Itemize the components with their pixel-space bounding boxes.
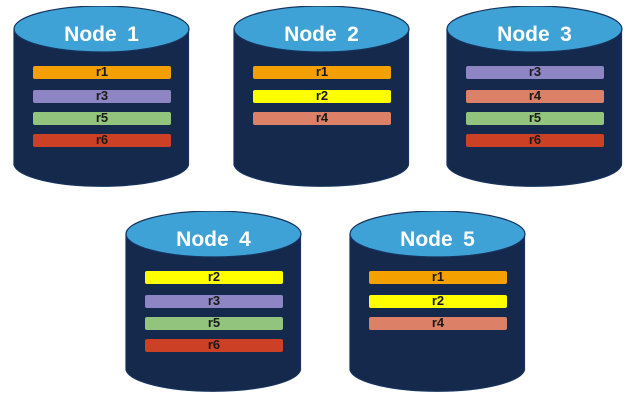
svg-text:r4: r4: [316, 110, 329, 125]
svg-text:r5: r5: [208, 315, 220, 330]
svg-text:r5: r5: [529, 110, 541, 125]
svg-text:Node 2: Node 2: [284, 23, 359, 46]
svg-text:r2: r2: [208, 269, 220, 284]
svg-text:r4: r4: [432, 315, 445, 330]
svg-text:Node 3: Node 3: [497, 23, 572, 46]
svg-text:r4: r4: [529, 88, 542, 103]
svg-text:r3: r3: [96, 88, 108, 103]
svg-text:r3: r3: [208, 293, 220, 308]
svg-text:Node 5: Node 5: [400, 228, 475, 251]
svg-text:r2: r2: [316, 88, 328, 103]
svg-text:r1: r1: [96, 64, 108, 79]
svg-text:r6: r6: [208, 337, 220, 352]
svg-text:r6: r6: [529, 132, 541, 147]
svg-text:Node 1: Node 1: [64, 23, 139, 46]
svg-text:r3: r3: [529, 64, 541, 79]
svg-text:r2: r2: [432, 293, 444, 308]
svg-text:r1: r1: [316, 64, 328, 79]
svg-text:r5: r5: [96, 110, 108, 125]
svg-text:Node 4: Node 4: [176, 228, 251, 251]
svg-text:r6: r6: [96, 132, 108, 147]
svg-text:r1: r1: [432, 269, 444, 284]
